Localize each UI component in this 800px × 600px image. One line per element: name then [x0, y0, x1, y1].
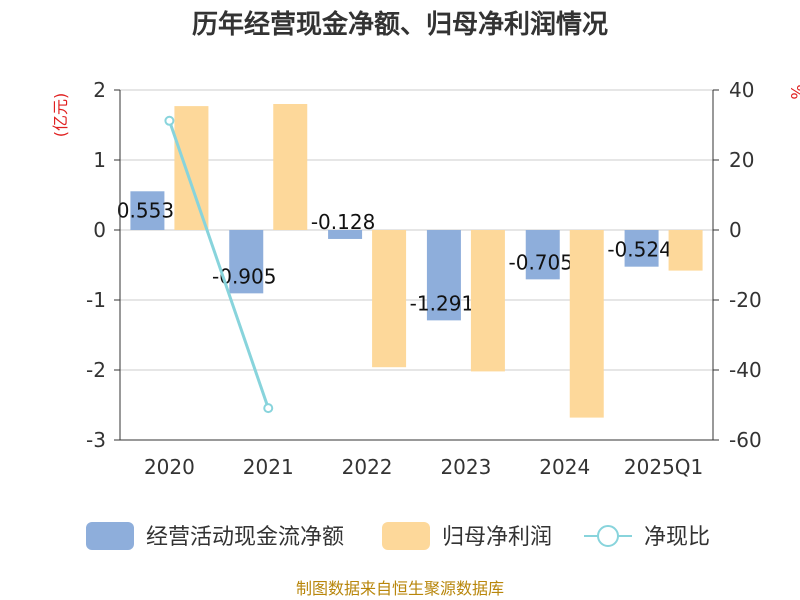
bar-data-label: -0.524 [607, 238, 671, 262]
bar-data-label: -0.705 [509, 250, 573, 274]
bar-netprofit [470, 230, 505, 372]
grid [120, 89, 713, 441]
bar-cashflow [229, 230, 264, 294]
left-tick-label: 2 [93, 78, 106, 102]
ratio-line-point [164, 115, 175, 126]
legend-label: 归母净利润 [442, 525, 552, 550]
bar-netprofit [372, 230, 407, 368]
bars: 0.553-0.905-0.128-1.291-0.705-0.524 [117, 104, 703, 418]
right-tick-label: 40 [729, 78, 754, 102]
bar-cashflow [426, 230, 461, 321]
bar-netprofit [668, 230, 703, 271]
right-tick-label: 20 [729, 148, 754, 172]
bar-netprofit [569, 230, 604, 418]
bar-netprofit [273, 104, 308, 230]
source-note: 制图数据来自恒生聚源数据库 [296, 579, 504, 598]
x-tick-label: 2024 [539, 455, 590, 479]
right-tick-label: -20 [729, 288, 762, 312]
axes: 2 1 0 -1 -2 -3 40 20 0 -20 -40 -60 2020 2021 2022 2023 2… [86, 78, 762, 479]
ratio-line-point [263, 403, 274, 414]
legend-swatch [382, 522, 430, 550]
left-tick-label: -3 [86, 428, 106, 452]
x-tick-label: 2021 [243, 455, 294, 479]
right-axis-unit: % [787, 84, 800, 99]
right-tick-label: -60 [729, 428, 762, 452]
x-tick-label: 2025Q1 [624, 455, 703, 479]
right-tick-label: -40 [729, 358, 762, 382]
bar-cashflow [328, 230, 363, 239]
left-tick-label: -1 [86, 288, 106, 312]
chart-title: 历年经营现金净额、归母净利润情况 [192, 9, 608, 40]
legend-line-marker [597, 525, 619, 547]
right-tick-label: 0 [729, 218, 742, 242]
bar-cashflow [130, 191, 165, 230]
ratio-line-path [167, 120, 270, 409]
left-axis-unit: (亿元) [51, 93, 70, 138]
ratio-line [164, 115, 274, 414]
x-tick-label: 2020 [144, 455, 195, 479]
bar-data-label: -1.291 [410, 291, 474, 315]
bar-cashflow [624, 230, 659, 267]
bar-data-label: -0.128 [311, 210, 375, 234]
legend-label: 经营活动现金流净额 [146, 525, 344, 550]
left-tick-label: -2 [86, 358, 106, 382]
bar-netprofit [174, 106, 209, 230]
x-tick-label: 2023 [440, 455, 491, 479]
left-tick-label: 1 [93, 148, 106, 172]
legend: 经营活动现金流净额 归母净利润 净现比 [86, 522, 710, 550]
x-tick-label: 2022 [342, 455, 393, 479]
bar-cashflow [525, 230, 560, 280]
left-tick-label: 0 [93, 218, 106, 242]
legend-label: 净现比 [644, 525, 710, 550]
legend-swatch [86, 522, 134, 550]
bar-data-label: 0.553 [117, 198, 174, 222]
